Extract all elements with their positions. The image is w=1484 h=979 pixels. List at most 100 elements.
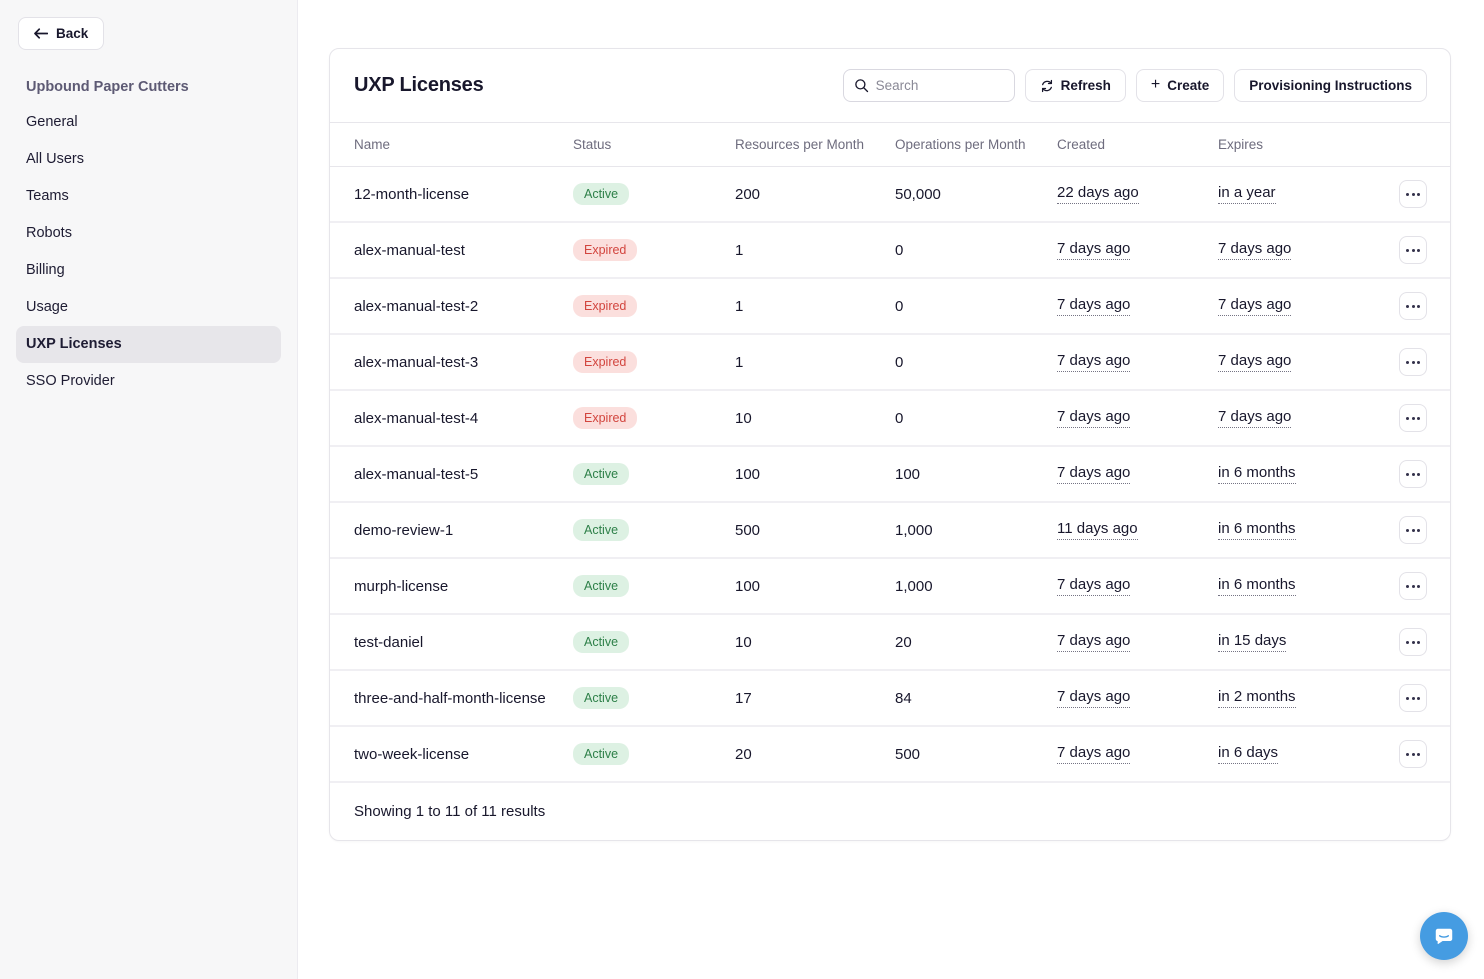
sidebar-item-all-users[interactable]: All Users (16, 141, 281, 178)
row-actions-button[interactable] (1399, 628, 1427, 656)
sidebar-item-billing[interactable]: Billing (16, 252, 281, 289)
sidebar-item-label: SSO Provider (26, 373, 115, 389)
card-header: UXP Licenses (330, 49, 1450, 122)
created-value: 7 days ago (1057, 744, 1131, 764)
create-button-label: Create (1167, 78, 1210, 93)
license-name: test-daniel (354, 633, 424, 651)
operations-per-month-value: 50,000 (895, 185, 941, 203)
sidebar-nav: General All Users Teams Robots Billing Usage U… (0, 104, 297, 400)
table-row: murph-license Active 100 1,000 7 days ag… (330, 559, 1450, 615)
back-button[interactable]: Back (18, 17, 105, 50)
column-header-resources: Resources per Month (735, 137, 865, 152)
resources-per-month-value: 1 (735, 353, 744, 371)
sidebar-item-robots[interactable]: Robots (16, 215, 281, 252)
main-content: UXP Licenses (298, 0, 1484, 979)
search-input[interactable] (875, 78, 1004, 93)
sidebar-item-label: Teams (26, 188, 69, 204)
toolbar: Refresh + Create Provisioning Instructio… (842, 69, 1427, 102)
row-actions-button[interactable] (1399, 404, 1427, 432)
created-value: 7 days ago (1057, 352, 1131, 372)
expires-value: in 2 months (1218, 688, 1296, 708)
row-actions-button[interactable] (1399, 740, 1427, 768)
expires-value: in 15 days (1218, 632, 1287, 652)
org-name: Upbound Paper Cutters (26, 79, 189, 95)
operations-per-month-value: 1,000 (895, 521, 933, 539)
sidebar-item-sso-provider[interactable]: SSO Provider (16, 363, 281, 400)
provisioning-instructions-button[interactable]: Provisioning Instructions (1234, 69, 1427, 102)
chat-bubble-icon (1432, 924, 1456, 948)
table-row: alex-manual-test-3 Expired 1 0 7 days ag… (330, 335, 1450, 391)
chat-launcher-button[interactable] (1420, 912, 1468, 960)
table-row: test-daniel Active 10 20 7 days ago in 1… (330, 615, 1450, 671)
sidebar-item-label: General (26, 114, 78, 130)
refresh-button-label: Refresh (1060, 78, 1111, 93)
ellipsis-icon (1406, 472, 1409, 476)
expires-value: 7 days ago (1218, 240, 1292, 260)
sidebar-item-uxp-licenses[interactable]: UXP Licenses (16, 326, 281, 363)
operations-per-month-value: 0 (895, 353, 904, 371)
expires-value: in 6 days (1218, 744, 1279, 764)
refresh-button[interactable]: Refresh (1024, 69, 1126, 102)
ellipsis-icon (1406, 696, 1409, 700)
sidebar: Back Upbound Paper Cutters General All Us… (0, 0, 298, 979)
ellipsis-icon (1406, 752, 1409, 756)
row-actions-button[interactable] (1399, 292, 1427, 320)
ellipsis-icon (1406, 304, 1409, 308)
row-actions-button[interactable] (1399, 684, 1427, 712)
expires-value: in 6 months (1218, 520, 1296, 540)
table-row: demo-review-1 Active 500 1,000 11 days a… (330, 503, 1450, 559)
status-badge: Active (573, 519, 630, 541)
status-badge: Expired (573, 239, 638, 261)
table-row: alex-manual-test Expired 1 0 7 days ago … (330, 223, 1450, 279)
table-header-row: Name Status Resources per Month Operatio… (330, 122, 1450, 167)
license-name: two-week-license (354, 745, 470, 763)
ellipsis-icon (1406, 192, 1409, 196)
search-icon (854, 78, 869, 93)
table-row: alex-manual-test-4 Expired 10 0 7 days a… (330, 391, 1450, 447)
table-row: alex-manual-test-5 Active 100 100 7 days… (330, 447, 1450, 503)
search-box (842, 69, 1015, 102)
sidebar-item-label: UXP Licenses (26, 336, 122, 352)
licenses-card: UXP Licenses (329, 48, 1451, 841)
created-value: 7 days ago (1057, 688, 1131, 708)
row-actions-button[interactable] (1399, 460, 1427, 488)
license-name: alex-manual-test (354, 241, 465, 259)
resources-per-month-value: 1 (735, 297, 744, 315)
operations-per-month-value: 0 (895, 297, 904, 315)
resources-per-month-value: 1 (735, 241, 744, 259)
table-row: 12-month-license Active 200 50,000 22 da… (330, 167, 1450, 223)
status-badge: Expired (573, 407, 638, 429)
created-value: 7 days ago (1057, 296, 1131, 316)
row-actions-button[interactable] (1399, 236, 1427, 264)
license-name: three-and-half-month-license (354, 689, 546, 707)
provisioning-button-label: Provisioning Instructions (1249, 78, 1412, 93)
table-row: alex-manual-test-2 Expired 1 0 7 days ag… (330, 279, 1450, 335)
operations-per-month-value: 100 (895, 465, 921, 483)
resources-per-month-value: 100 (735, 465, 761, 483)
sidebar-item-label: Billing (26, 262, 65, 278)
sidebar-item-usage[interactable]: Usage (16, 289, 281, 326)
ellipsis-icon (1406, 528, 1409, 532)
row-actions-button[interactable] (1399, 516, 1427, 544)
row-actions-button[interactable] (1399, 348, 1427, 376)
ellipsis-icon (1406, 360, 1409, 364)
expires-value: in 6 months (1218, 576, 1296, 596)
expires-value: 7 days ago (1218, 408, 1292, 428)
license-name: alex-manual-test-5 (354, 465, 479, 483)
expires-value: 7 days ago (1218, 296, 1292, 316)
status-badge: Expired (573, 351, 638, 373)
status-badge: Active (573, 631, 630, 653)
sidebar-item-teams[interactable]: Teams (16, 178, 281, 215)
expires-value: in a year (1218, 184, 1276, 204)
row-actions-button[interactable] (1399, 572, 1427, 600)
table-body: 12-month-license Active 200 50,000 22 da… (330, 167, 1450, 783)
row-actions-button[interactable] (1399, 180, 1427, 208)
expires-value: in 6 months (1218, 464, 1296, 484)
table-row: two-week-license Active 20 500 7 days ag… (330, 727, 1450, 783)
ellipsis-icon (1406, 584, 1409, 588)
create-button[interactable]: + Create (1135, 69, 1225, 102)
operations-per-month-value: 1,000 (895, 577, 933, 595)
sidebar-item-general[interactable]: General (16, 104, 281, 141)
expires-value: 7 days ago (1218, 352, 1292, 372)
created-value: 7 days ago (1057, 408, 1131, 428)
